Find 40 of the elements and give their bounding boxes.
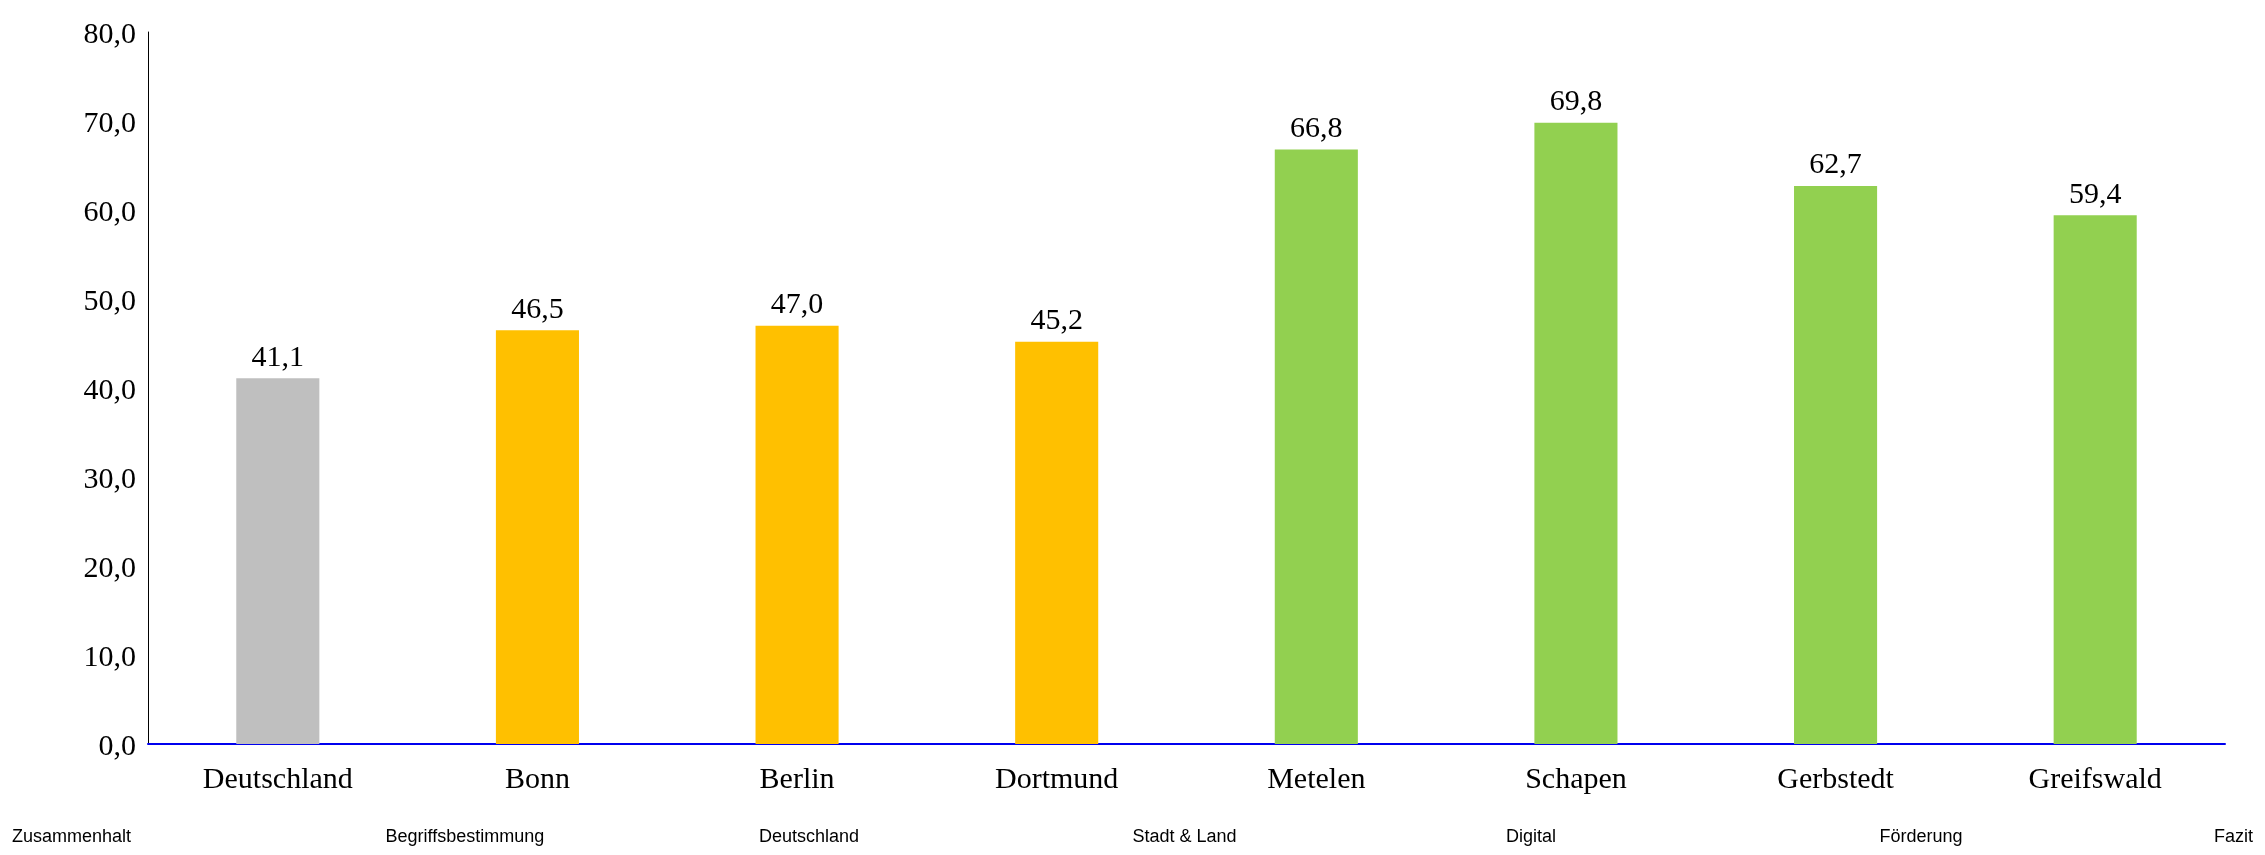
bar [755, 325, 839, 744]
bar [1534, 122, 1618, 744]
text: Begriffsbestimmung [385, 826, 545, 846]
text: Digital [1506, 826, 1557, 846]
text: Fazit [2213, 826, 2254, 846]
data-label: 66,8 [1290, 109, 1343, 143]
y-tick-label: 70,0 [83, 104, 136, 138]
bar [1794, 185, 1878, 744]
bar [1015, 341, 1099, 744]
text: Förderung [1879, 826, 1963, 846]
data-label: 47,0 [770, 286, 824, 320]
bar [495, 330, 579, 744]
text: Deutschland [759, 826, 860, 846]
data-label: 46,5 [511, 290, 564, 324]
x-tick-label: Bonn [504, 760, 570, 794]
x-tick-label: Schapen [1525, 760, 1627, 794]
bar [1274, 149, 1358, 744]
data-label: 59,4 [2068, 175, 2122, 209]
data-label: 45,2 [1030, 302, 1083, 336]
bar [2053, 215, 2137, 744]
y-tick-label: 40,0 [83, 371, 136, 405]
bar [236, 378, 320, 744]
text: Zusammenhalt [12, 826, 132, 846]
x-tick-label: Dortmund [995, 760, 1119, 794]
x-tick-label: Deutschland [202, 760, 353, 794]
data-label: 41,1 [251, 338, 305, 372]
y-tick-label: 20,0 [83, 549, 136, 583]
y-tick-label: 10,0 [83, 638, 136, 672]
data-label: 69,8 [1549, 83, 1603, 117]
x-tick-label: Gerbstedt [1777, 760, 1895, 794]
x-tick-label: Berlin [759, 760, 835, 794]
text: Stadt & Land [1132, 826, 1237, 846]
y-tick-label: 50,0 [83, 282, 136, 316]
y-tick-label: 60,0 [83, 193, 136, 227]
x-tick-label: Greifswald [2028, 760, 2162, 794]
data-label: 62,7 [1809, 146, 1862, 180]
y-tick-label: 80,0 [83, 15, 136, 49]
x-tick-label: Metelen [1267, 760, 1366, 794]
y-tick-label: 30,0 [83, 460, 136, 494]
y-tick-label: 0,0 [98, 727, 136, 761]
